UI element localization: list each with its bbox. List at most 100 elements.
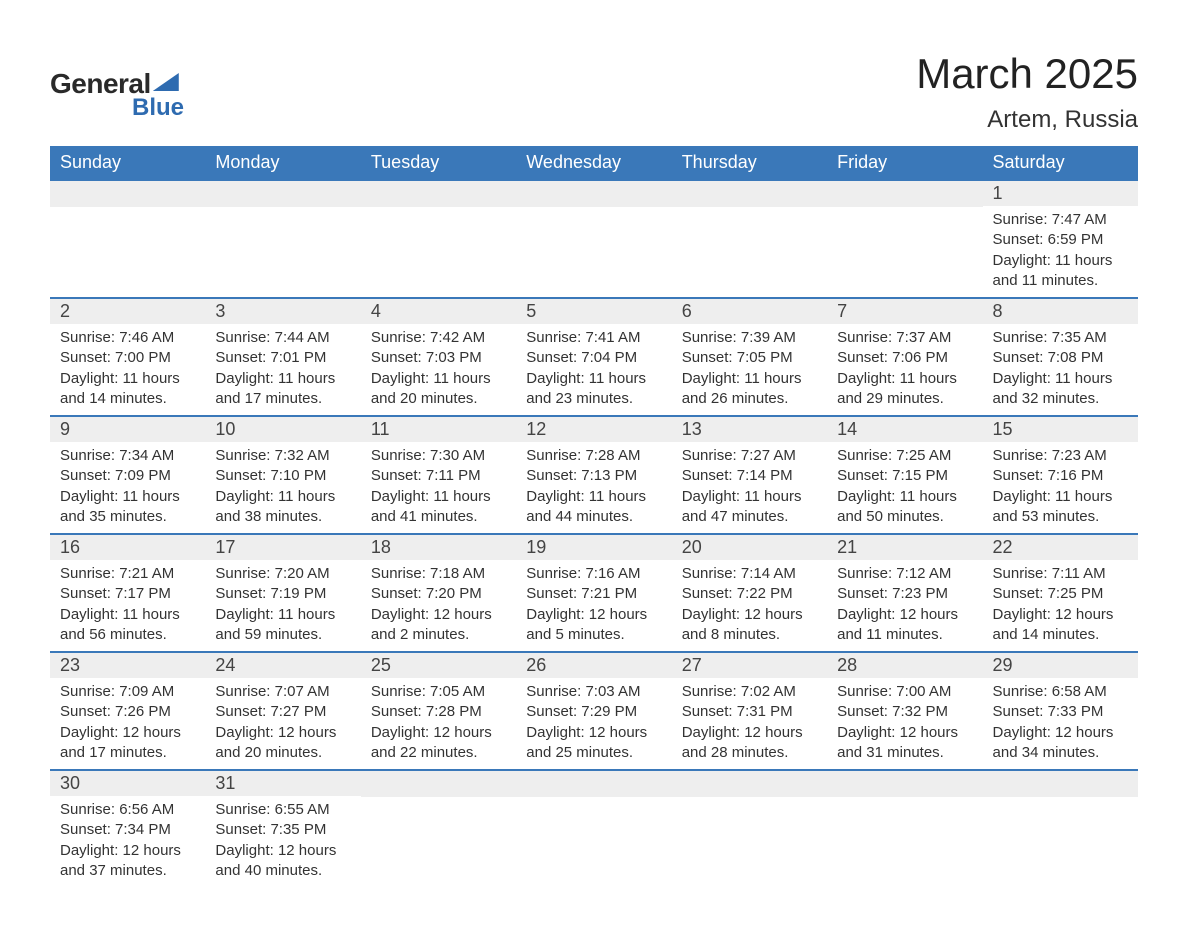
day-body (672, 797, 827, 875)
day-body: Sunrise: 7:28 AMSunset: 7:13 PMDaylight:… (516, 442, 671, 533)
sunrise-text: Sunrise: 7:30 AM (371, 446, 506, 466)
sunset-text: Sunset: 7:29 PM (526, 702, 661, 722)
day-number: 15 (983, 417, 1138, 442)
calendar-cell (361, 180, 516, 298)
page-title: March 2025 (916, 50, 1138, 98)
calendar-cell (672, 180, 827, 298)
day-body: Sunrise: 7:00 AMSunset: 7:32 PMDaylight:… (827, 678, 982, 769)
calendar-cell (205, 180, 360, 298)
day-body: Sunrise: 7:21 AMSunset: 7:17 PMDaylight:… (50, 560, 205, 651)
header: General Blue March 2025 Artem, Russia (50, 50, 1138, 134)
sunset-text: Sunset: 7:31 PM (682, 702, 817, 722)
day-header: Sunday (50, 146, 205, 180)
daylight-text-1: Daylight: 12 hours (60, 841, 195, 861)
day-body: Sunrise: 7:11 AMSunset: 7:25 PMDaylight:… (983, 560, 1138, 651)
calendar-cell: 20Sunrise: 7:14 AMSunset: 7:22 PMDayligh… (672, 534, 827, 652)
calendar-cell (827, 770, 982, 887)
sunrise-text: Sunrise: 7:28 AM (526, 446, 661, 466)
day-body: Sunrise: 7:34 AMSunset: 7:09 PMDaylight:… (50, 442, 205, 533)
day-header: Wednesday (516, 146, 671, 180)
daylight-text-1: Daylight: 12 hours (526, 605, 661, 625)
page-subtitle: Artem, Russia (916, 106, 1138, 134)
sunset-text: Sunset: 7:20 PM (371, 584, 506, 604)
daylight-text-1: Daylight: 12 hours (993, 723, 1128, 743)
daylight-text-1: Daylight: 12 hours (215, 841, 350, 861)
daylight-text-1: Daylight: 11 hours (215, 369, 350, 389)
daylight-text-1: Daylight: 11 hours (526, 369, 661, 389)
sunset-text: Sunset: 7:13 PM (526, 466, 661, 486)
sunset-text: Sunset: 7:03 PM (371, 348, 506, 368)
sunrise-text: Sunrise: 7:02 AM (682, 682, 817, 702)
sunrise-text: Sunrise: 7:32 AM (215, 446, 350, 466)
day-number: 8 (983, 299, 1138, 324)
daylight-text-1: Daylight: 12 hours (993, 605, 1128, 625)
daylight-text-2: and 23 minutes. (526, 389, 661, 409)
calendar-cell: 15Sunrise: 7:23 AMSunset: 7:16 PMDayligh… (983, 416, 1138, 534)
day-number (516, 771, 671, 797)
day-body: Sunrise: 7:18 AMSunset: 7:20 PMDaylight:… (361, 560, 516, 651)
day-number: 31 (205, 771, 360, 796)
calendar-cell: 12Sunrise: 7:28 AMSunset: 7:13 PMDayligh… (516, 416, 671, 534)
sunset-text: Sunset: 7:32 PM (837, 702, 972, 722)
daylight-text-2: and 20 minutes. (215, 743, 350, 763)
day-number: 7 (827, 299, 982, 324)
daylight-text-1: Daylight: 11 hours (682, 487, 817, 507)
day-header: Saturday (983, 146, 1138, 180)
sunrise-text: Sunrise: 7:39 AM (682, 328, 817, 348)
day-body: Sunrise: 6:55 AMSunset: 7:35 PMDaylight:… (205, 796, 360, 887)
day-number: 13 (672, 417, 827, 442)
calendar-cell: 13Sunrise: 7:27 AMSunset: 7:14 PMDayligh… (672, 416, 827, 534)
calendar-cell: 17Sunrise: 7:20 AMSunset: 7:19 PMDayligh… (205, 534, 360, 652)
calendar-cell: 25Sunrise: 7:05 AMSunset: 7:28 PMDayligh… (361, 652, 516, 770)
calendar-cell (50, 180, 205, 298)
calendar-cell: 2Sunrise: 7:46 AMSunset: 7:00 PMDaylight… (50, 298, 205, 416)
day-number: 28 (827, 653, 982, 678)
sunrise-text: Sunrise: 7:27 AM (682, 446, 817, 466)
sunset-text: Sunset: 7:08 PM (993, 348, 1128, 368)
day-number (361, 181, 516, 207)
daylight-text-1: Daylight: 12 hours (837, 723, 972, 743)
sunset-text: Sunset: 7:34 PM (60, 820, 195, 840)
day-header: Thursday (672, 146, 827, 180)
day-body: Sunrise: 7:20 AMSunset: 7:19 PMDaylight:… (205, 560, 360, 651)
sunset-text: Sunset: 7:26 PM (60, 702, 195, 722)
daylight-text-2: and 59 minutes. (215, 625, 350, 645)
sunset-text: Sunset: 7:11 PM (371, 466, 506, 486)
day-body: Sunrise: 7:23 AMSunset: 7:16 PMDaylight:… (983, 442, 1138, 533)
brand-logo: General Blue (50, 68, 184, 122)
calendar-cell: 6Sunrise: 7:39 AMSunset: 7:05 PMDaylight… (672, 298, 827, 416)
sunset-text: Sunset: 7:00 PM (60, 348, 195, 368)
sunrise-text: Sunrise: 7:21 AM (60, 564, 195, 584)
sunset-text: Sunset: 7:33 PM (993, 702, 1128, 722)
daylight-text-2: and 14 minutes. (60, 389, 195, 409)
day-number: 6 (672, 299, 827, 324)
day-number (361, 771, 516, 797)
calendar-table: SundayMondayTuesdayWednesdayThursdayFrid… (50, 146, 1138, 887)
day-body: Sunrise: 7:16 AMSunset: 7:21 PMDaylight:… (516, 560, 671, 651)
daylight-text-1: Daylight: 11 hours (60, 487, 195, 507)
day-number: 27 (672, 653, 827, 678)
day-body: Sunrise: 7:05 AMSunset: 7:28 PMDaylight:… (361, 678, 516, 769)
sunrise-text: Sunrise: 7:00 AM (837, 682, 972, 702)
day-body (205, 207, 360, 285)
day-number: 10 (205, 417, 360, 442)
day-number: 1 (983, 181, 1138, 206)
day-number: 22 (983, 535, 1138, 560)
calendar-week-row: 23Sunrise: 7:09 AMSunset: 7:26 PMDayligh… (50, 652, 1138, 770)
sunrise-text: Sunrise: 7:20 AM (215, 564, 350, 584)
daylight-text-1: Daylight: 11 hours (526, 487, 661, 507)
calendar-week-row: 30Sunrise: 6:56 AMSunset: 7:34 PMDayligh… (50, 770, 1138, 887)
daylight-text-1: Daylight: 11 hours (993, 251, 1128, 271)
day-body: Sunrise: 7:14 AMSunset: 7:22 PMDaylight:… (672, 560, 827, 651)
calendar-cell (983, 770, 1138, 887)
day-body: Sunrise: 7:37 AMSunset: 7:06 PMDaylight:… (827, 324, 982, 415)
day-body (983, 797, 1138, 875)
calendar-cell: 28Sunrise: 7:00 AMSunset: 7:32 PMDayligh… (827, 652, 982, 770)
day-number (983, 771, 1138, 797)
day-header: Monday (205, 146, 360, 180)
daylight-text-2: and 5 minutes. (526, 625, 661, 645)
sunrise-text: Sunrise: 7:16 AM (526, 564, 661, 584)
sunset-text: Sunset: 7:22 PM (682, 584, 817, 604)
daylight-text-2: and 47 minutes. (682, 507, 817, 527)
sunrise-text: Sunrise: 7:07 AM (215, 682, 350, 702)
